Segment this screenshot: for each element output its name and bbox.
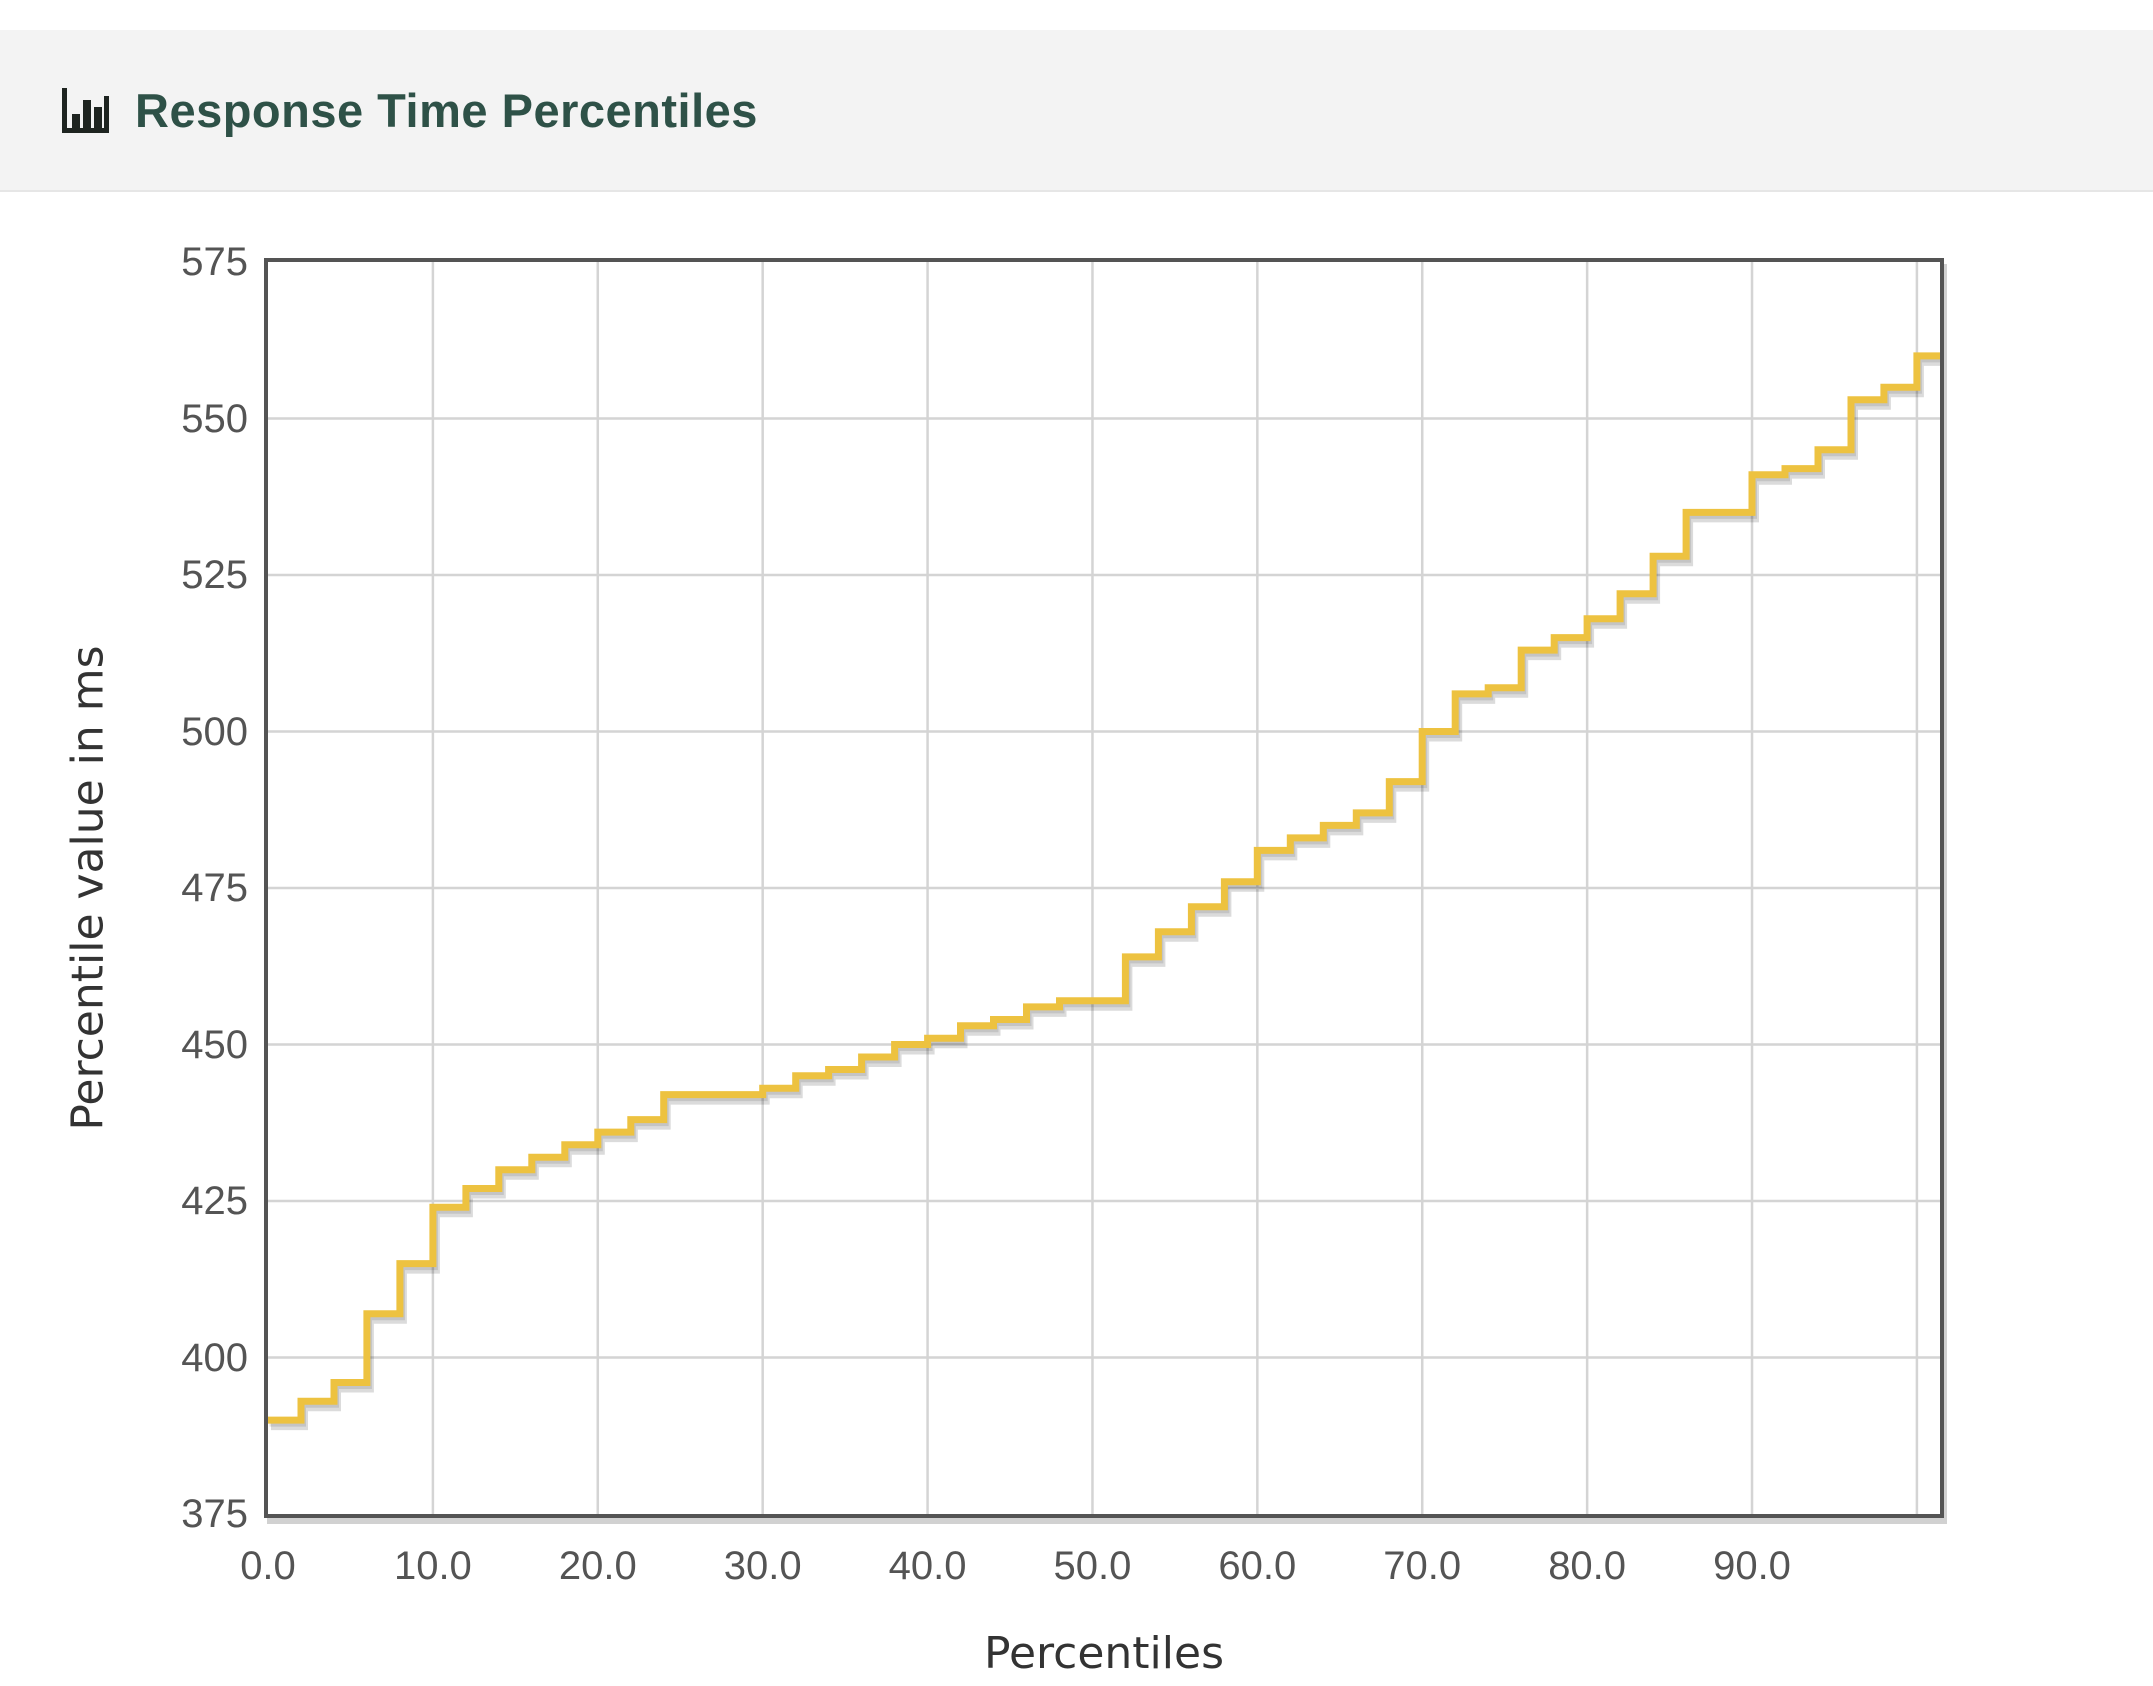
x-tick-label: 80.0	[1548, 1544, 1627, 1588]
y-tick-label: 575	[181, 240, 248, 284]
bar-chart-icon	[57, 82, 113, 138]
x-tick-label: 70.0	[1383, 1544, 1462, 1588]
y-tick-label: 425	[181, 1179, 248, 1223]
x-tick-label: 0.0	[240, 1544, 296, 1588]
plot-area[interactable]	[264, 258, 1944, 1518]
y-tick-label: 375	[181, 1492, 248, 1536]
x-axis-title: Percentiles	[983, 1628, 1224, 1679]
x-tick-label: 50.0	[1053, 1544, 1132, 1588]
y-tick-label: 400	[181, 1335, 248, 1380]
x-tick-label: 90.0	[1713, 1544, 1791, 1588]
x-tick-label: 40.0	[888, 1544, 967, 1588]
x-tick-label: 60.0	[1218, 1544, 1297, 1588]
plot-canvas	[268, 262, 1940, 1514]
x-tick-label: 10.0	[393, 1544, 472, 1588]
series-line	[268, 352, 1940, 1424]
panel-header: Response Time Percentiles	[0, 30, 2153, 192]
y-tick-label: 525	[181, 553, 248, 597]
x-tick-label: 30.0	[723, 1544, 802, 1588]
y-tick-label: 475	[181, 866, 248, 910]
x-tick-label: 20.0	[558, 1544, 637, 1588]
response-time-percentiles-chart[interactable]: Percentile value in ms Percentiles 375 40…	[0, 192, 2153, 1686]
y-tick-label: 500	[181, 709, 248, 754]
y-tick-label: 550	[181, 396, 248, 441]
y-tick-label: 450	[181, 1022, 248, 1067]
panel-title: Response Time Percentiles	[135, 83, 758, 137]
